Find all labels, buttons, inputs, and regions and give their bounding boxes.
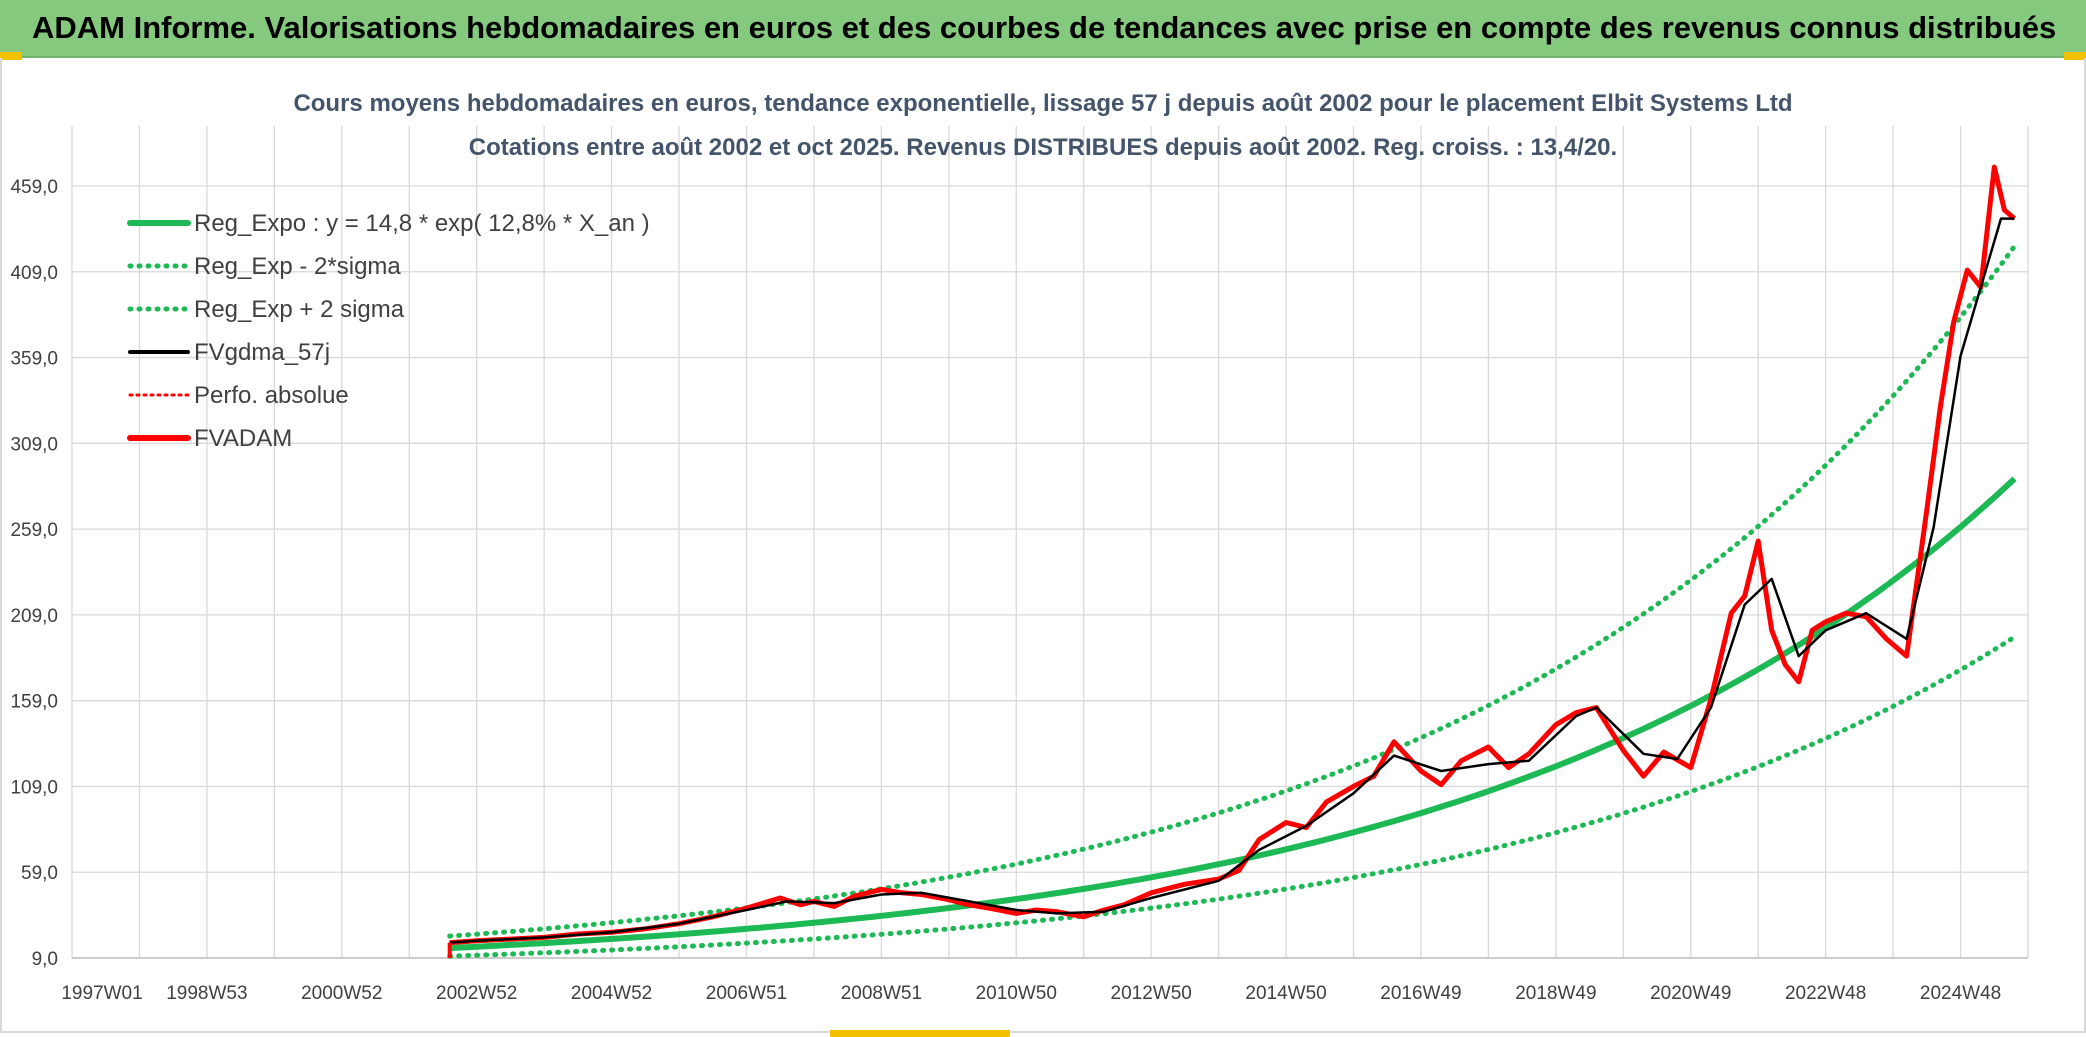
series-layer	[447, 164, 2017, 959]
bottom-mark	[830, 1030, 1010, 1037]
legend-label: Reg_Exp - 2*sigma	[194, 253, 401, 280]
series-fvgdma-57j	[449, 217, 2015, 944]
chart-title-line-1: Cours moyens hebdomadaires en euros, ten…	[293, 90, 1792, 117]
legend-label: Reg_Expo : y = 14,8 * exp( 12,8% * X_an …	[194, 210, 650, 237]
y-tick-label: 9,0	[32, 949, 58, 970]
y-tick-label: 359,0	[10, 349, 58, 370]
x-tick-label: 2008W51	[841, 983, 922, 1004]
x-tick-label: 2006W51	[706, 983, 787, 1004]
y-tick-label: 209,0	[10, 606, 58, 627]
series-reg-expo	[449, 476, 2017, 951]
y-tick-label: 309,0	[10, 434, 58, 455]
x-tick-label: 2010W50	[976, 983, 1057, 1004]
x-tick-label: 2004W52	[571, 983, 652, 1004]
legend-label: Reg_Exp + 2 sigma	[194, 296, 405, 323]
corner-mark-right	[2064, 52, 2086, 60]
chart-title-line-2: Cotations entre août 2002 et oct 2025. R…	[469, 134, 1617, 161]
x-tick-label: 2016W49	[1380, 983, 1461, 1004]
header-banner: ADAM Informe. Valorisations hebdomadaire…	[0, 0, 2086, 58]
x-tick-label: 1998W53	[166, 983, 247, 1004]
y-axis-ticks: 9,0 59,0 109,0 159,0 209,0 259,0 309,0 359,0 409…	[10, 177, 58, 970]
y-tick-label: 259,0	[10, 520, 58, 541]
y-tick-label: 59,0	[21, 863, 58, 884]
grid-layer	[71, 126, 2029, 959]
x-tick-label: 2018W49	[1515, 983, 1596, 1004]
series-reg-exp-plus-2sigma	[447, 243, 2017, 939]
x-tick-label: 2012W50	[1111, 983, 1192, 1004]
legend-label: FVgdma_57j	[194, 339, 330, 366]
corner-mark-left	[0, 52, 22, 60]
legend-label: Perfo. absolue	[194, 382, 349, 409]
x-tick-label: 1997W01	[61, 983, 142, 1004]
x-tick-label: 2022W48	[1785, 983, 1866, 1004]
y-tick-label: 459,0	[10, 177, 58, 198]
chart-frame	[0, 58, 2086, 1033]
x-tick-label: 2024W48	[1920, 983, 2001, 1004]
y-tick-label: 159,0	[10, 692, 58, 713]
series-fvadam	[449, 164, 2017, 946]
x-tick-label: 2014W50	[1245, 983, 1326, 1004]
legend-label: FVADAM	[194, 425, 292, 452]
x-tick-label: 2000W52	[301, 983, 382, 1004]
banner-title: ADAM Informe. Valorisations hebdomadaire…	[32, 10, 2057, 45]
legend: Reg_Expo : y = 14,8 * exp( 12,8% * X_an …	[127, 210, 650, 452]
x-tick-label: 2020W49	[1650, 983, 1731, 1004]
x-tick-label: 2002W52	[436, 983, 517, 1004]
series-reg-exp-minus-2sigma	[447, 634, 2017, 959]
x-axis-ticks: 1997W01 1998W53 2000W52 2002W52 2004W52 2006W…	[61, 983, 2001, 1004]
y-tick-label: 109,0	[10, 777, 58, 798]
y-tick-label: 409,0	[10, 263, 58, 284]
